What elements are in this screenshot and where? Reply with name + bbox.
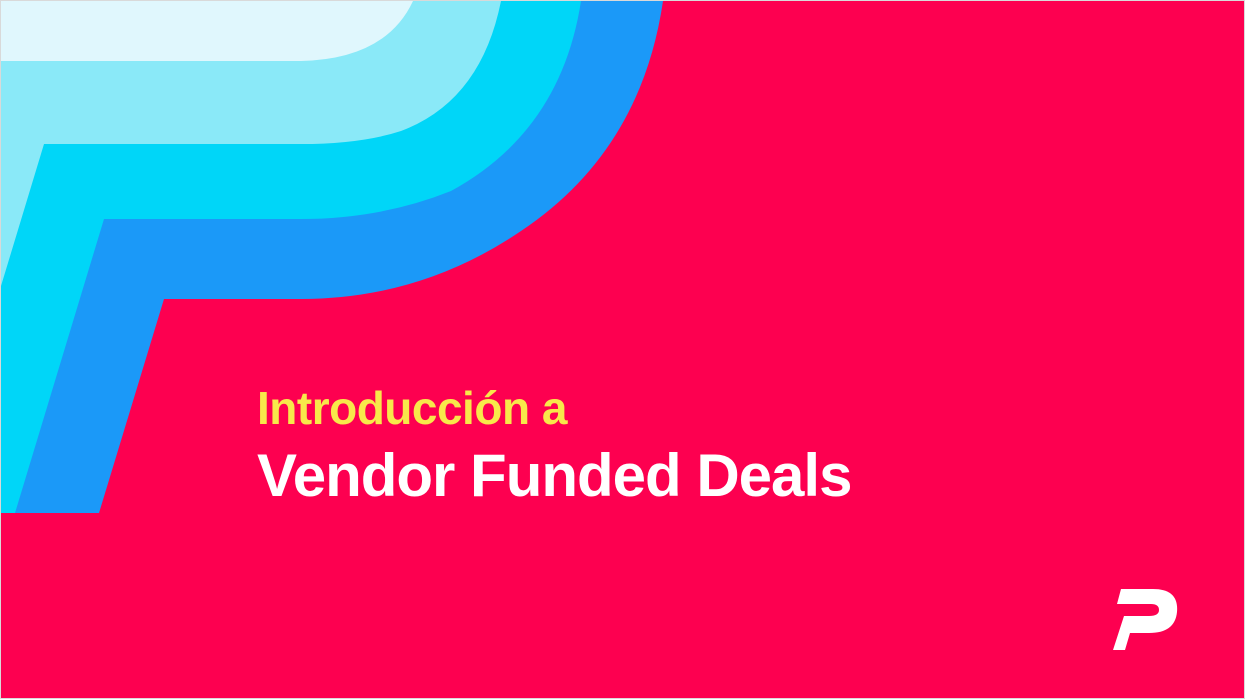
band-lightest xyxy=(1,1,413,61)
title-block: Introducción a Vendor Funded Deals xyxy=(257,379,852,511)
slide-subtitle: Introducción a xyxy=(257,382,567,434)
slide-title: Vendor Funded Deals xyxy=(257,442,852,509)
p-logo-icon xyxy=(1113,589,1178,650)
band-light xyxy=(1,1,501,286)
